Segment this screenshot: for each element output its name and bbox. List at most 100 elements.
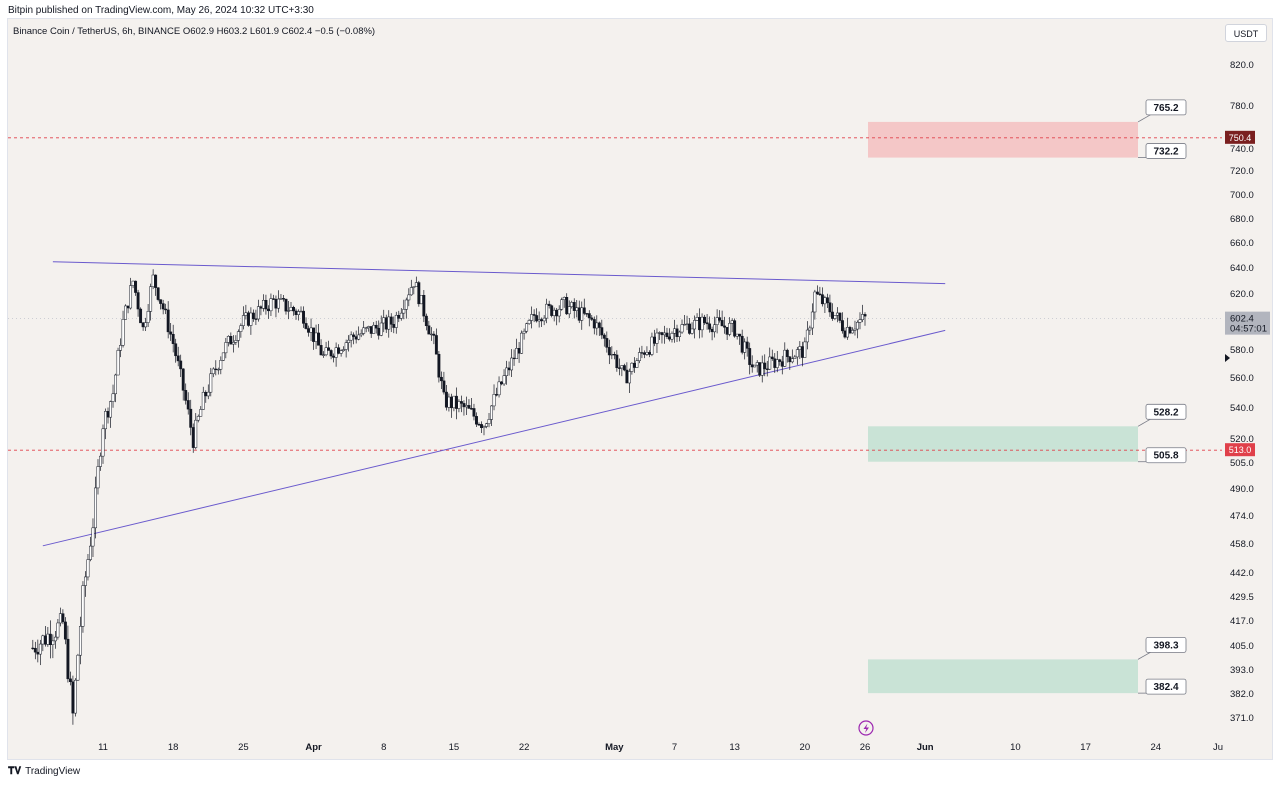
callout-box[interactable]: [1145, 99, 1187, 116]
y-tick-label: 660.0: [1230, 238, 1254, 249]
candle-body: [206, 391, 210, 397]
candle-body: [740, 335, 744, 353]
candle-body: [344, 342, 348, 350]
candle-body: [590, 317, 594, 320]
candle-body: [239, 325, 243, 332]
candle-body: [710, 328, 714, 333]
support-zone: [868, 426, 1138, 462]
candle-body: [299, 310, 303, 313]
footer-brand: 𝐓𝐕 TradingView: [8, 766, 80, 777]
candle-body: [562, 297, 566, 300]
candle-body: [154, 274, 158, 288]
candle-body: [382, 317, 386, 324]
candle-body: [287, 310, 290, 312]
candle-body: [307, 328, 310, 333]
trendline[interactable]: [52, 261, 946, 285]
candle-body: [176, 355, 180, 362]
candle-body: [33, 647, 37, 653]
candle-body: [36, 651, 40, 655]
candle-body: [830, 311, 834, 319]
candle-body: [675, 328, 679, 337]
candle-body: [84, 576, 87, 586]
price-tags-layer: 750.4 513.0 602.404:57:01: [1225, 130, 1270, 457]
candle-body: [394, 314, 398, 328]
currency-button[interactable]: USDT: [1225, 24, 1267, 42]
candle-body: [780, 361, 784, 367]
candle-body: [457, 401, 461, 409]
trendline[interactable]: [42, 329, 946, 547]
candle-body: [129, 285, 133, 309]
candle-body: [718, 317, 722, 321]
candle-body: [141, 322, 145, 328]
candle-body: [577, 307, 581, 321]
candle-body: [86, 559, 90, 578]
callout-box[interactable]: [1145, 678, 1187, 695]
candle-body: [256, 306, 260, 320]
scroll-arrow-icon[interactable]: [1225, 354, 1230, 362]
candle-body: [104, 411, 107, 430]
candle-body: [665, 332, 669, 338]
candle-body: [470, 408, 473, 410]
candle-body: [670, 333, 674, 340]
candle-body: [597, 322, 601, 328]
candle-body: [803, 341, 807, 358]
callout-box[interactable]: [1145, 143, 1187, 159]
y-tick-label: 780.0: [1230, 101, 1254, 112]
candle-body: [164, 308, 168, 311]
candle-body: [465, 405, 468, 408]
candle-body: [387, 316, 391, 330]
candle-body: [282, 298, 285, 300]
candle-body: [642, 352, 646, 355]
candle-body: [770, 356, 774, 360]
candle-body: [231, 342, 235, 345]
candle-body: [840, 320, 844, 332]
candle-body: [658, 332, 661, 334]
candle-body: [793, 356, 797, 359]
candle-body: [352, 334, 356, 337]
candle-body: [89, 545, 92, 560]
candle-body: [156, 287, 160, 300]
candle-body: [560, 299, 564, 310]
candle-body: [477, 423, 481, 426]
callouts-layer: 765.2 732.2 528.2 505.8 398.3 382.4: [1137, 99, 1187, 695]
candle-body: [730, 320, 734, 324]
candle-body: [209, 373, 213, 393]
candle-body: [196, 416, 200, 421]
candle-body: [379, 322, 383, 336]
candle-body: [572, 302, 576, 311]
candle-body: [339, 350, 343, 354]
candle-body: [134, 280, 138, 293]
candle-body: [51, 640, 55, 645]
lightning-icon[interactable]: [858, 720, 874, 736]
callout-box[interactable]: [1145, 637, 1187, 653]
candle-body: [820, 294, 824, 305]
callout-box[interactable]: [1145, 403, 1187, 420]
candle-body: [703, 316, 707, 323]
candle-body: [738, 333, 742, 337]
candle-body: [389, 316, 393, 325]
candle-body: [362, 327, 366, 334]
candle-body: [357, 334, 361, 340]
callout-box[interactable]: [1145, 447, 1187, 464]
candle-body: [304, 323, 308, 329]
callout-label: 528.2: [1153, 407, 1178, 418]
candle-body: [402, 309, 406, 314]
candle-body: [284, 298, 288, 312]
candle-body: [56, 622, 60, 638]
candle-body: [114, 374, 117, 395]
candle-body: [615, 354, 619, 369]
candle-body: [630, 362, 634, 372]
candle-body: [216, 368, 220, 371]
candle-body: [645, 352, 649, 355]
candle-body: [858, 319, 862, 323]
candle-body: [512, 357, 516, 360]
candle-body: [377, 327, 381, 336]
candle-body: [374, 324, 378, 329]
candle-body: [427, 325, 431, 335]
x-tick-label: 15: [449, 742, 460, 753]
candle-body: [269, 298, 273, 312]
candle-body: [610, 353, 614, 356]
x-tick-label: May: [605, 742, 624, 753]
candle-body: [833, 315, 837, 319]
